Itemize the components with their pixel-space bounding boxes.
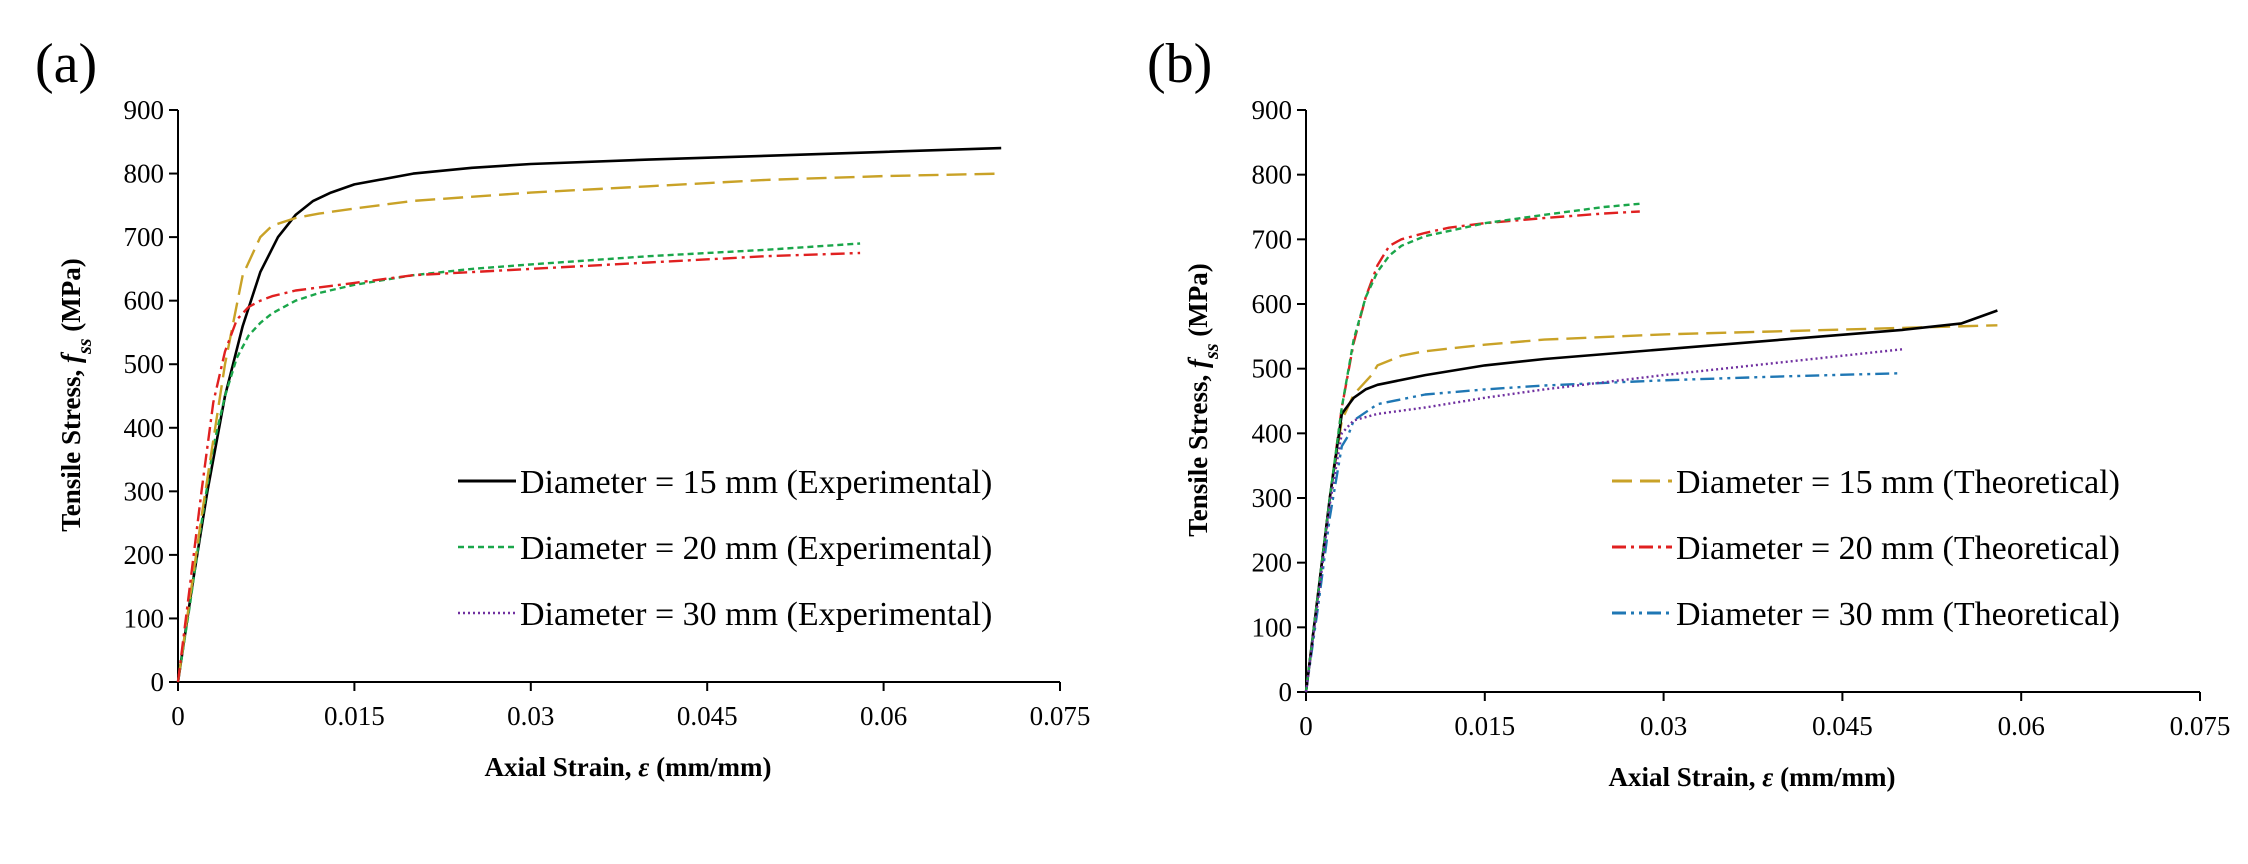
x-tick-label: 0.075 — [2170, 711, 2231, 741]
legend-label-20mm-theoretical: Diameter = 20 mm (Theoretical) — [1676, 530, 2120, 567]
y-tick-label: 0 — [1279, 677, 1293, 707]
x-tick-label: 0.045 — [1812, 711, 1873, 741]
y-axis-title: Tensile Stress, fss (MPa) — [1183, 263, 1223, 537]
legend-label-15mm-experimental: Diameter = 15 mm (Experimental) — [520, 464, 992, 501]
x-tick-label: 0 — [1299, 711, 1313, 741]
legend-entry-30mm-experimental: Diameter = 30 mm (Experimental) — [458, 596, 992, 633]
legend-entry-15mm-theoretical: Diameter = 15 mm (Theoretical) — [1612, 464, 2120, 501]
series-line-2 — [1304, 372, 1903, 693]
legend-entry-20mm-theoretical: Diameter = 20 mm (Theoretical) — [1612, 530, 2120, 567]
series-layer — [1304, 202, 1998, 693]
x-tick-label: 0.045 — [677, 701, 738, 731]
x-tick-label: 0.015 — [1454, 711, 1515, 741]
legend-label-15mm-theoretical: Diameter = 15 mm (Theoretical) — [1676, 464, 2120, 501]
y-tick-label: 800 — [124, 159, 165, 189]
y-tick-label: 900 — [1252, 95, 1293, 125]
x-axis-title: Axial Strain, ε (mm/mm) — [1608, 762, 1895, 792]
y-tick-label: 200 — [1252, 548, 1293, 578]
x-tick-label: 0.06 — [1998, 711, 2045, 741]
y-tick-label: 800 — [1252, 160, 1293, 190]
y-tick-label: 600 — [124, 286, 165, 316]
x-tick-label: 0.015 — [324, 701, 385, 731]
y-tick-label: 700 — [124, 222, 165, 252]
x-tick-label: 0.03 — [1640, 711, 1687, 741]
legend: Diameter = 15 mm (Experimental) Diameter… — [458, 464, 992, 633]
y-tick-label: 600 — [1252, 289, 1293, 319]
x-tick-label: 0.03 — [507, 701, 554, 731]
y-axis-title: Tensile Stress, fss (MPa) — [56, 258, 96, 532]
y-tick-label: 700 — [1252, 224, 1293, 254]
x-ticks: 0 0.015 0.03 0.045 0.06 0.075 — [1299, 692, 2230, 741]
y-tick-label: 500 — [124, 349, 165, 379]
legend-entry-30mm-theoretical: Diameter = 30 mm (Theoretical) — [1612, 596, 2120, 633]
series-line-1 — [1304, 210, 1640, 693]
y-tick-label: 900 — [124, 95, 165, 125]
legend-label-30mm-experimental: Diameter = 30 mm (Experimental) — [520, 596, 992, 633]
legend-entry-20mm-experimental: Diameter = 20 mm (Experimental) — [458, 530, 992, 567]
panel-label-b: (b) — [1147, 33, 1212, 95]
series-line-4 — [176, 251, 861, 683]
y-tick-label: 200 — [124, 540, 165, 570]
y-tick-label: 300 — [1252, 483, 1293, 513]
x-axis-title: Axial Strain, ε (mm/mm) — [484, 752, 771, 782]
x-tick-label: 0 — [171, 701, 185, 731]
x-tick-label: 0.075 — [1030, 701, 1091, 731]
panel-label-a: (a) — [35, 33, 97, 95]
series-layer — [176, 146, 1002, 683]
y-ticks: 0 100 200 300 400 500 600 700 800 900 — [1252, 95, 1306, 707]
y-tick-label: 300 — [124, 476, 165, 506]
series-line-3 — [1304, 309, 1998, 693]
series-line-4 — [1304, 202, 1640, 693]
y-tick-label: 100 — [1252, 612, 1293, 642]
legend: Diameter = 15 mm (Theoretical) Diameter … — [1612, 464, 2120, 633]
x-tick-label: 0.06 — [860, 701, 907, 731]
legend-label-30mm-theoretical: Diameter = 30 mm (Theoretical) — [1676, 596, 2120, 633]
y-tick-label: 400 — [1252, 418, 1293, 448]
y-tick-label: 500 — [1252, 354, 1293, 384]
y-ticks: 0 100 200 300 400 500 600 700 800 900 — [124, 95, 178, 697]
y-tick-label: 0 — [151, 667, 165, 697]
legend-entry-15mm-experimental: Diameter = 15 mm (Experimental) — [458, 464, 992, 501]
legend-label-20mm-experimental: Diameter = 20 mm (Experimental) — [520, 530, 992, 567]
x-ticks: 0 0.015 0.03 0.045 0.06 0.075 — [171, 682, 1090, 731]
y-tick-label: 400 — [124, 413, 165, 443]
y-tick-label: 100 — [124, 603, 165, 633]
